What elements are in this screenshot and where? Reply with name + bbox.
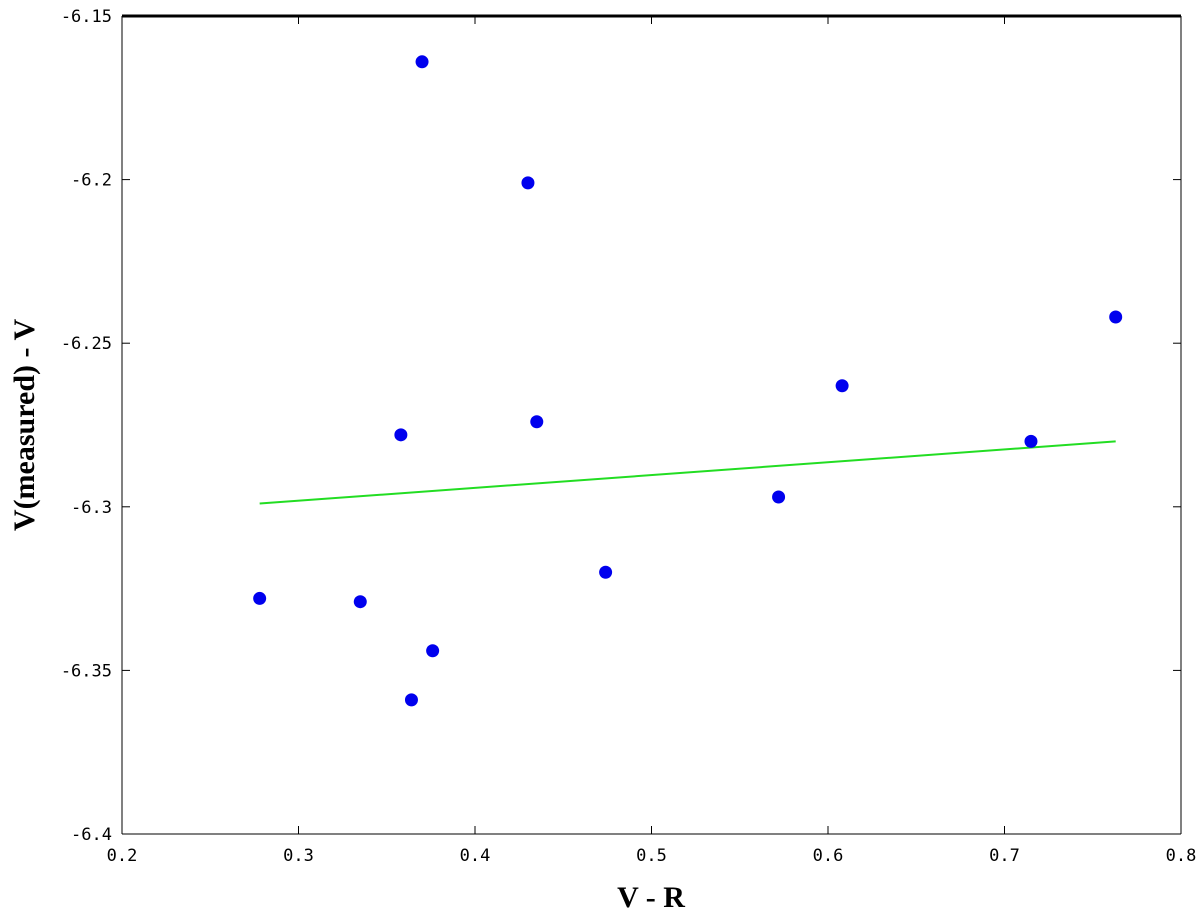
plot-frame — [121, 14, 1182, 835]
y-tick-label: -6.15 — [61, 7, 112, 27]
data-point — [1109, 310, 1123, 324]
x-tick-label: 0.3 — [283, 846, 314, 866]
fit-line — [259, 440, 1116, 505]
data-point — [353, 595, 367, 609]
data-point — [772, 490, 786, 504]
y-tick-label: -6.25 — [61, 334, 112, 354]
data-point — [394, 428, 408, 442]
x-tick-label: 0.6 — [813, 846, 844, 866]
data-point — [415, 55, 429, 69]
x-tick-label: 0.2 — [107, 846, 138, 866]
data-point — [599, 565, 613, 579]
x-axis-title: V - R — [617, 881, 685, 914]
y-tick-label: -6.2 — [71, 171, 112, 191]
series-layer — [253, 55, 1123, 707]
data-point — [1024, 434, 1038, 448]
data-point — [404, 693, 418, 707]
x-tick-label: 0.5 — [636, 846, 667, 866]
data-point — [426, 644, 440, 658]
data-point — [530, 415, 544, 429]
data-point — [253, 591, 267, 605]
y-tick-label: -6.3 — [71, 498, 112, 518]
y-axis: -6.15 -6.2 -6.25 -6.3 -6.35 -6.4 — [61, 7, 1181, 845]
y-axis-title: V(measured) - V — [8, 319, 41, 532]
y-tick-label: -6.35 — [61, 661, 112, 681]
x-tick-label: 0.8 — [1166, 846, 1197, 866]
data-point — [835, 379, 849, 393]
x-tick-label: 0.4 — [460, 846, 491, 866]
x-axis: 0.2 0.3 0.4 0.5 0.6 0.7 0.8 — [107, 16, 1197, 866]
y-tick-label: -6.4 — [71, 825, 112, 845]
x-tick-label: 0.7 — [989, 846, 1020, 866]
data-point — [521, 176, 535, 190]
